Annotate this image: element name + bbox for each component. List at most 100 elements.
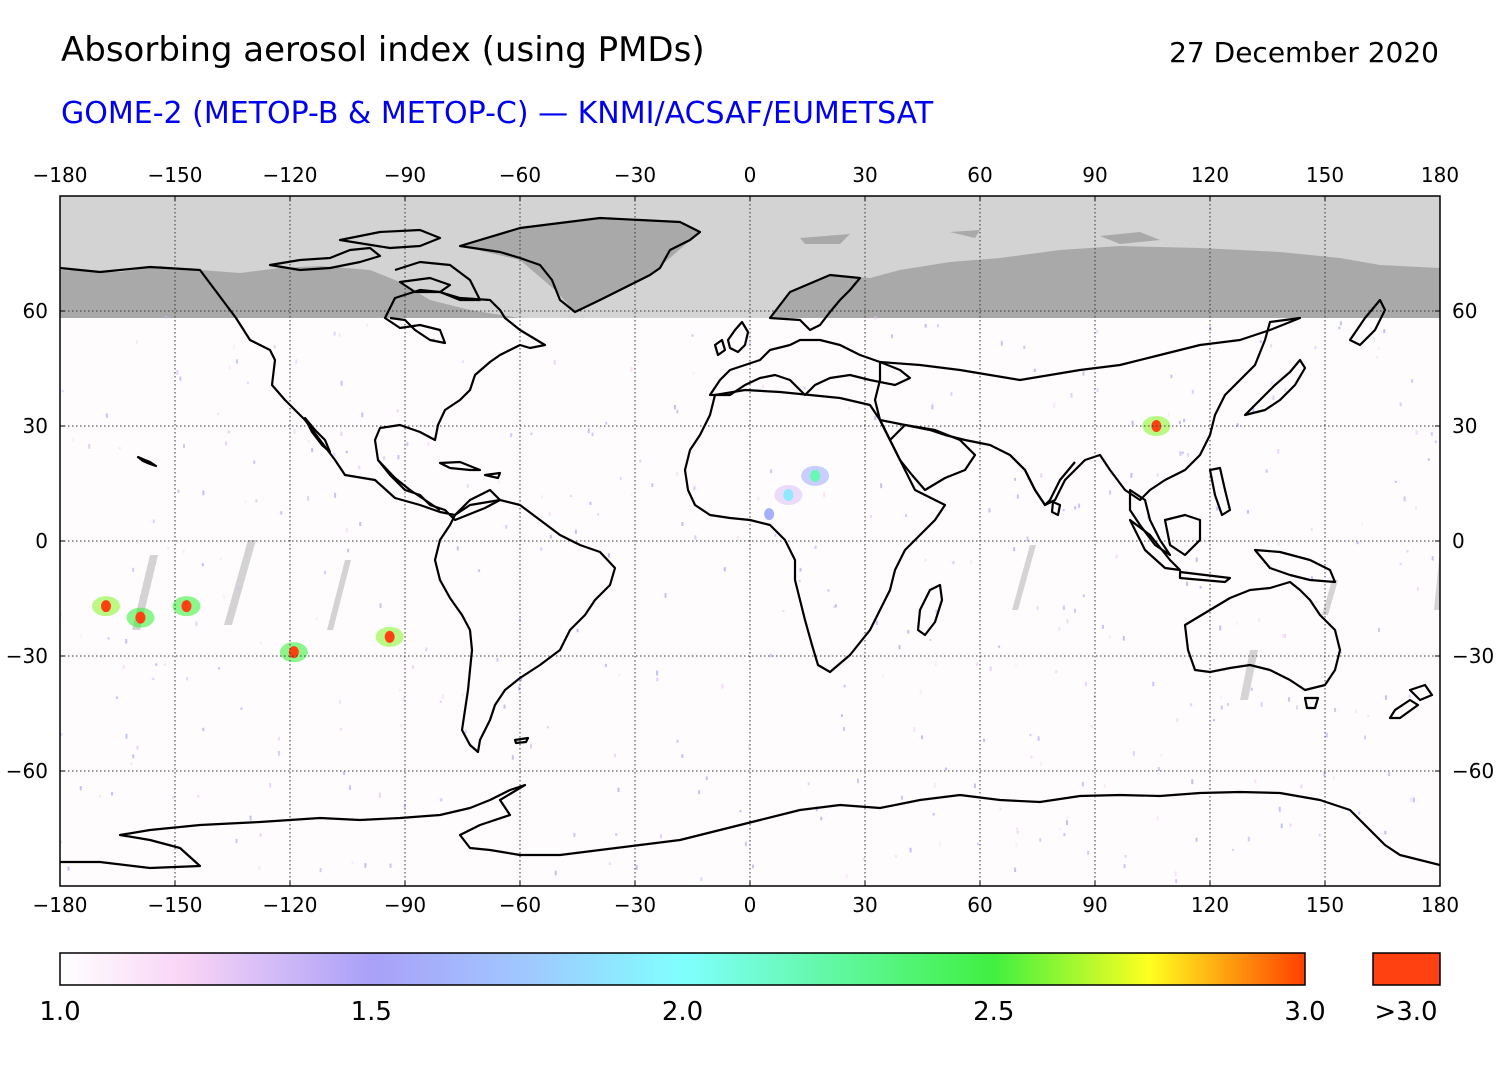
speckle-dot	[1087, 850, 1090, 855]
speckle-dot	[613, 753, 616, 758]
speckle-dot	[690, 653, 693, 659]
speckle-dot	[1124, 855, 1127, 858]
speckle-dot	[100, 655, 103, 659]
lon-tick-label-top: 90	[1082, 163, 1107, 187]
speckle-dot	[651, 483, 654, 487]
speckle-dot	[1323, 771, 1326, 777]
speckle-dot	[99, 794, 102, 798]
speckle-dot	[107, 637, 110, 640]
speckle-dot	[1394, 480, 1397, 483]
speckle-dot	[698, 790, 701, 795]
speckle-dot	[378, 792, 381, 798]
speckle-dot	[1181, 451, 1184, 454]
lat-tick-label-left: −60	[6, 759, 48, 783]
speckle-dot	[1220, 696, 1223, 699]
colorbar-gradient	[59, 952, 1306, 986]
speckle-dot	[334, 492, 337, 498]
speckle-dot	[1282, 634, 1285, 638]
coast-kamchatka	[1348, 298, 1387, 347]
speckle-dot	[553, 360, 556, 365]
speckle-dot	[938, 841, 941, 847]
speckle-dot	[1338, 326, 1341, 330]
speckle-dot	[197, 794, 200, 798]
speckle-dot	[570, 494, 573, 497]
speckle-dot	[1082, 371, 1085, 376]
lat-tick-label-right: 60	[1452, 299, 1477, 323]
speckle-dot	[1187, 453, 1190, 458]
speckle-dot	[1333, 708, 1336, 712]
speckle-dot	[172, 795, 175, 799]
speckle-dot	[944, 767, 947, 771]
speckle-dot	[1016, 830, 1019, 834]
lat-tick-label-right: −30	[1452, 644, 1494, 668]
speckle-dot	[549, 534, 552, 539]
coast-new-guinea	[1253, 548, 1337, 584]
speckle-dot	[694, 535, 697, 540]
speckle-dot	[152, 519, 155, 524]
speckle-dot	[246, 381, 249, 384]
speckle-dot	[1367, 714, 1370, 717]
speckle-dot	[277, 750, 280, 756]
speckle-dot	[598, 426, 601, 430]
lon-tick-label-top: −60	[499, 163, 541, 187]
speckle-dot	[976, 842, 979, 846]
coast-south-america	[433, 498, 617, 754]
speckle-dot	[691, 334, 694, 337]
speckle-dot	[619, 476, 622, 481]
speckle-dot	[681, 522, 684, 527]
polar-land-eurasia	[770, 246, 1440, 318]
speckle-dot	[1373, 336, 1376, 342]
coast-sri-lanka	[1050, 500, 1062, 517]
lon-tick-label-bottom: 30	[852, 893, 877, 917]
speckle-dot	[554, 870, 557, 876]
speckle-dot	[167, 547, 170, 550]
speckle-dot	[1078, 503, 1081, 508]
speckle-dot	[1063, 833, 1066, 836]
speckle-dot	[466, 484, 469, 488]
coast-british-isles	[713, 320, 750, 357]
speckle-dot	[769, 653, 772, 658]
coast-tasmania	[1303, 696, 1320, 710]
speckle-dot	[1258, 618, 1261, 622]
hotspot-core	[764, 508, 775, 521]
speckle-dot	[597, 513, 600, 516]
speckle-dot	[478, 569, 481, 572]
speckle-dot	[118, 447, 121, 450]
speckle-dot	[1176, 718, 1179, 723]
speckle-dot	[1103, 783, 1106, 789]
colorbar-tick-label: 2.0	[662, 997, 703, 1027]
speckle-dot	[399, 689, 402, 692]
speckle-dot	[530, 432, 533, 435]
speckle-dot	[1415, 430, 1418, 435]
speckle-dot	[1414, 506, 1417, 510]
speckle-dot	[774, 534, 777, 537]
speckle-dot	[1074, 608, 1077, 613]
speckle-dot	[425, 647, 428, 652]
speckle-dot	[1014, 664, 1017, 668]
speckle-dot	[905, 514, 908, 517]
speckle-dot	[833, 605, 836, 609]
coast-hawaii	[136, 455, 158, 468]
lon-tick-label-top: −30	[614, 163, 656, 187]
speckle-dot	[406, 442, 409, 447]
colorbar-tick-label: 2.5	[973, 997, 1014, 1027]
speckle-dot	[1059, 827, 1062, 831]
speckle-dot	[989, 666, 992, 672]
speckle-dot	[874, 315, 877, 320]
speckle-dot	[608, 862, 611, 866]
speckle-dot	[456, 546, 459, 551]
speckle-dot	[125, 639, 128, 644]
lon-tick-label-top: 0	[744, 163, 757, 187]
gap-stripe-2	[224, 540, 256, 625]
speckle-dot	[798, 580, 801, 583]
speckle-dot	[1226, 703, 1229, 706]
speckle-dot	[803, 386, 806, 390]
speckle-dot	[705, 776, 708, 780]
speckle-dot	[307, 439, 310, 443]
speckle-dot	[1332, 775, 1335, 780]
lon-tick-label-bottom: −90	[384, 893, 426, 917]
speckle-dot	[1212, 719, 1215, 722]
speckle-dot	[1277, 449, 1280, 454]
speckle-dot	[1186, 569, 1189, 572]
speckle-dot	[1295, 705, 1298, 710]
